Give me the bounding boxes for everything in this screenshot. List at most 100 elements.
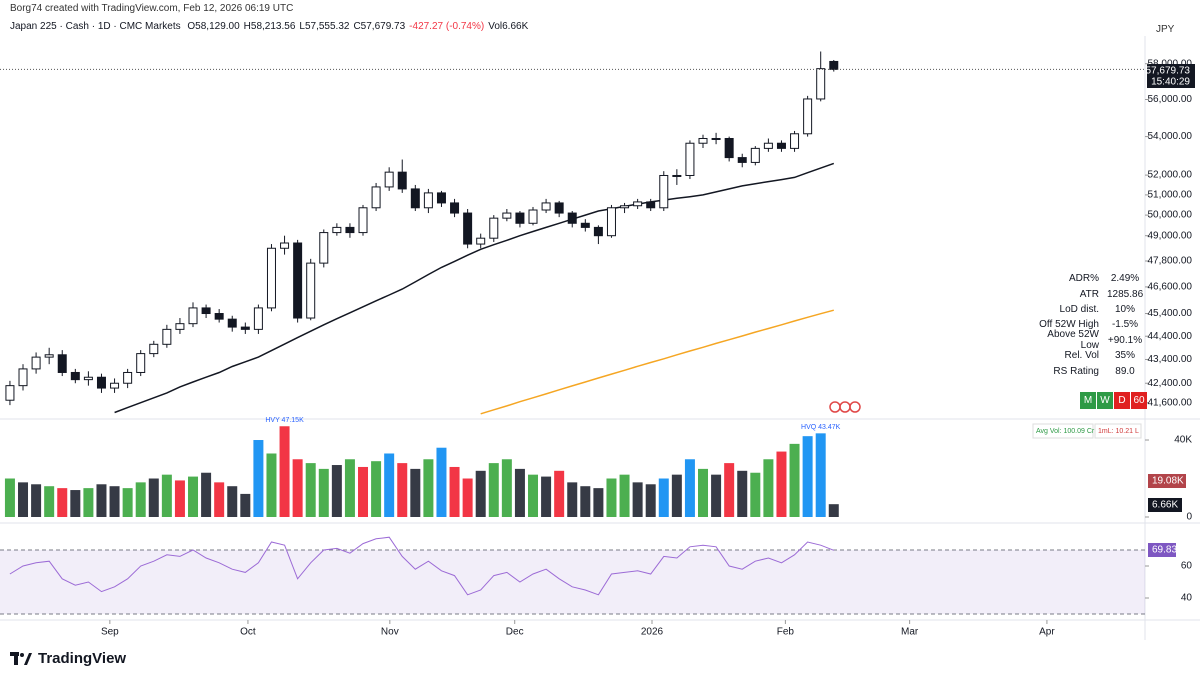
volume-bar	[18, 482, 29, 517]
credit: Borg74 created with TradingView.com, Feb…	[10, 3, 294, 14]
x-tick-label: Sep	[101, 627, 119, 638]
candle-body	[44, 354, 54, 358]
volume-bar	[371, 461, 382, 517]
volume-bar	[318, 468, 329, 517]
rsi-band	[0, 550, 1145, 614]
table-label: Rel. Vol	[1064, 350, 1099, 362]
y-tick-label: 50,000.00	[1148, 210, 1193, 221]
candle-body	[201, 307, 211, 315]
volume-bar	[397, 463, 408, 517]
candle-body	[371, 186, 381, 209]
table-value: -1.5%	[1111, 319, 1139, 331]
candle-body	[436, 192, 446, 204]
volume-bar	[501, 459, 512, 517]
candle-body	[672, 174, 682, 177]
candle-body	[659, 174, 669, 209]
candle-body	[790, 133, 800, 149]
rsi-line	[9, 536, 834, 596]
candle-body	[489, 217, 499, 239]
y-tick-label: 40	[1181, 593, 1193, 604]
candle-body	[188, 307, 198, 325]
timeframe-button[interactable]: W	[1097, 392, 1113, 409]
volume-bar	[763, 459, 774, 517]
candle-body	[83, 376, 93, 381]
candle-body	[306, 262, 316, 319]
table-value: 89.0	[1115, 365, 1135, 377]
rsi-last: 69.83	[1152, 545, 1177, 556]
volume-bar	[279, 426, 290, 517]
volume-bar	[593, 488, 604, 517]
volume-bar	[711, 474, 722, 517]
candle-body	[567, 212, 577, 224]
volume-bar	[253, 440, 264, 517]
volume-bar	[750, 472, 761, 517]
candle-body	[410, 188, 420, 209]
y-tick-label: 45,400.00	[1148, 308, 1193, 319]
timeframe-button[interactable]: 60	[1131, 392, 1147, 409]
volume-bar	[619, 474, 630, 517]
vol-last: 6.66K	[1152, 500, 1178, 511]
candle-body	[554, 202, 564, 214]
y-tick-label: 44,400.00	[1148, 331, 1193, 342]
table-row: Above 52W Low +90.1%	[1033, 329, 1143, 351]
table-row: LoD dist. 10%	[1033, 302, 1143, 317]
x-tick-label: Feb	[777, 627, 795, 638]
vol-ma: 19.08K	[1152, 476, 1184, 487]
candle-body	[476, 237, 486, 245]
table-label: RS Rating	[1053, 365, 1099, 377]
y-tick-label: 46,600.00	[1148, 282, 1193, 293]
candle-body	[737, 157, 747, 163]
volume-bar	[828, 504, 839, 517]
candle-body	[384, 171, 394, 188]
candle-body	[358, 207, 368, 234]
chart: 57,679.73 15:40:29 Avg Vol: 100.09 Cr 1m…	[0, 36, 1200, 640]
table-value: 2.49%	[1110, 273, 1140, 285]
volume-bar	[109, 486, 120, 517]
volume-bar	[240, 493, 251, 517]
timeframe-button[interactable]: M	[1080, 392, 1096, 409]
table-row: RS Rating 89.0	[1033, 363, 1143, 378]
table-value: 10%	[1114, 303, 1135, 315]
candle-body	[606, 207, 616, 237]
candle-body	[633, 201, 643, 207]
volume-bar	[174, 480, 185, 517]
volume-bar	[344, 459, 355, 517]
y-tick-label: 52,000.00	[1148, 170, 1193, 181]
candle-body	[803, 98, 813, 135]
volume-bar	[214, 482, 225, 517]
ohlc-value: O58,129.00	[187, 21, 240, 32]
volume-bar	[96, 484, 107, 517]
table-row: Off 52W High -1.5%	[1033, 317, 1143, 332]
volume-bar	[724, 463, 735, 517]
volume-bar	[514, 468, 525, 517]
candle-body	[175, 323, 185, 330]
y-tick-label: 41,600.00	[1148, 397, 1193, 408]
table-row: ATR 1285.86	[1033, 286, 1143, 301]
volume-bar	[815, 433, 826, 517]
x-tick-label: Nov	[381, 627, 399, 638]
candle-body	[253, 307, 263, 330]
volume-bar	[698, 468, 709, 517]
logo	[10, 651, 32, 665]
price-badge	[1147, 64, 1195, 88]
volume-bar	[658, 478, 669, 517]
y-tick-label: 49,000.00	[1148, 230, 1193, 241]
candle-body	[319, 232, 329, 264]
candle-body	[96, 376, 106, 389]
candle-body	[463, 212, 473, 245]
table-label: Off 52W High	[1039, 319, 1099, 331]
table-label: ATR	[1079, 288, 1099, 300]
moving-average	[480, 309, 834, 415]
candle-body	[541, 202, 551, 211]
candle-body	[227, 318, 237, 328]
volume-label: HVQ 43.47K	[801, 424, 841, 431]
candle-body	[502, 212, 512, 219]
candle-body	[776, 142, 786, 149]
candle-body	[240, 326, 250, 330]
volume-bar	[671, 474, 682, 517]
timeframe-button[interactable]: D	[1114, 392, 1130, 409]
volume-bar	[266, 453, 277, 517]
symbol: Japan 225 · Cash · 1D · CMC Markets	[10, 21, 181, 32]
candle-body	[816, 68, 826, 100]
table-value: +90.1%	[1107, 334, 1143, 346]
